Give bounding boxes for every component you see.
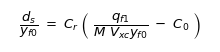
Text: $\dfrac{d_s}{y_{f0}} \ = \ C_r \ \left( \ \dfrac{q_{f1}}{M \ V_{xc} y_{f0}} \ - : $\dfrac{d_s}{y_{f0}} \ = \ C_r \ \left( … [19,10,201,42]
